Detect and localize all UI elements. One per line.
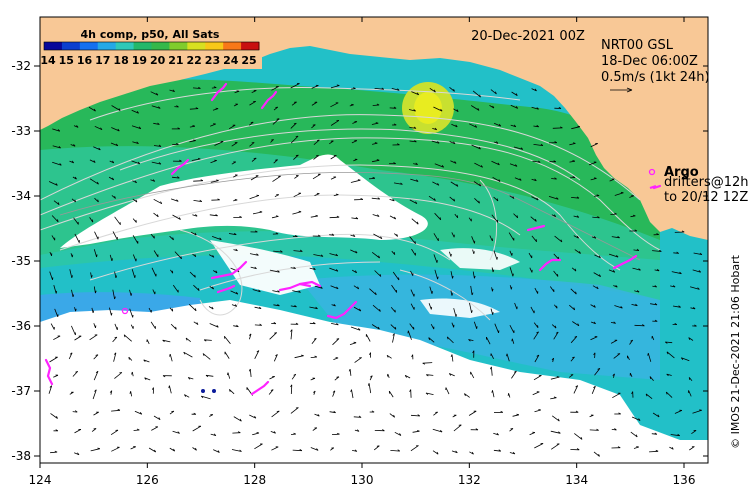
date-label: 20-Dec-2021 00Z <box>471 29 585 44</box>
colorbar-swatch <box>241 42 260 50</box>
drifter-label-1: drifters@12h <box>664 175 749 190</box>
colorbar-tick-label: 17 <box>95 54 110 67</box>
cloud-mask-centre <box>60 154 428 248</box>
colorbar-tick-label: 24 <box>223 54 239 67</box>
lon-tick-label: 136 <box>673 473 696 487</box>
lon-tick-label: 134 <box>565 473 588 487</box>
lat-tick-label: -36 <box>11 319 31 333</box>
lat-tick-label: -32 <box>11 59 31 73</box>
colorbar-tick-label: 23 <box>205 54 220 67</box>
argo-drifters <box>44 82 662 396</box>
colorbar-swatch <box>223 42 242 50</box>
colorbar-tick-label: 14 <box>40 54 56 67</box>
colorbar-swatch <box>205 42 224 50</box>
colorbar-swatch <box>115 42 135 50</box>
sst-colorbar: 4h comp, p50, All Sats 14 15 16 17 18 19 20 21 2… <box>40 28 260 67</box>
lat-tick-label: -38 <box>11 449 31 463</box>
colorbar-swatch <box>169 42 188 50</box>
colorbar-tick-label: 22 <box>187 54 202 67</box>
colorbar-tick-label: 15 <box>59 54 74 67</box>
australia-landmass <box>40 17 708 240</box>
lat-tick-label: -33 <box>11 124 31 138</box>
colorbar-tick-label: 16 <box>77 54 93 67</box>
lon-tick-label: 130 <box>351 473 374 487</box>
drifter-label-2: to 20/12 12Z <box>664 190 748 205</box>
argo-marker-icon <box>648 168 656 176</box>
current-vectors <box>48 83 703 457</box>
longitude-axis: 124 126 128 130 132 134 136 <box>29 17 696 487</box>
colorbar-swatch <box>151 42 170 50</box>
lat-tick-label: -34 <box>11 189 31 203</box>
colorbar-swatch <box>44 42 63 50</box>
altimetry-source: NRT00 GSL <box>601 38 674 53</box>
lon-tick-label: 124 <box>29 473 52 487</box>
argo-legend: Argo drifters@12h to 20/12 12Z <box>648 165 749 205</box>
map-plot-area <box>40 17 708 463</box>
argo-float <box>121 307 129 315</box>
altimetry-contours <box>40 86 661 321</box>
lon-tick-label: 132 <box>458 473 481 487</box>
colorbar-swatch <box>133 42 152 50</box>
latitude-axis: -32 -33 -34 -35 -36 -37 -38 <box>11 59 708 463</box>
composite-label: 4h comp, p50, All Sats <box>81 28 220 41</box>
colorbar-tick-label: 19 <box>132 54 147 67</box>
lon-tick-label: 126 <box>136 473 159 487</box>
colorbar-tick-label: 25 <box>241 54 256 67</box>
colorbar-swatches <box>43 41 260 51</box>
colorbar-ticks: 14 15 16 17 18 19 20 21 22 23 24 25 <box>40 54 256 67</box>
vector-scale-label: 0.5m/s (1kt 24h) <box>601 70 710 85</box>
colorbar-swatch <box>187 42 206 50</box>
drifter-marker-icon <box>649 184 657 190</box>
colorbar-tick-label: 20 <box>150 54 166 67</box>
altimetry-time: 18-Dec 06:00Z <box>601 54 698 69</box>
colorbar-swatch <box>61 42 81 50</box>
lat-tick-label: -37 <box>11 384 31 398</box>
colorbar-tick-label: 21 <box>168 54 183 67</box>
credit-text: © IMOS 21-Dec-2021 21:06 Hobart <box>729 254 742 449</box>
altimetry-legend: NRT00 GSL 18-Dec 06:00Z 0.5m/s (1kt 24h) <box>601 38 710 93</box>
map-frame <box>39 16 709 464</box>
colorbar-tick-label: 18 <box>113 54 128 67</box>
lat-tick-label: -35 <box>11 254 31 268</box>
lon-tick-label: 128 <box>243 473 266 487</box>
cloud-mask-south <box>40 300 708 463</box>
colorbar-swatch <box>97 42 117 50</box>
argo-label: Argo <box>664 165 699 180</box>
colorbar-swatch <box>79 42 99 50</box>
